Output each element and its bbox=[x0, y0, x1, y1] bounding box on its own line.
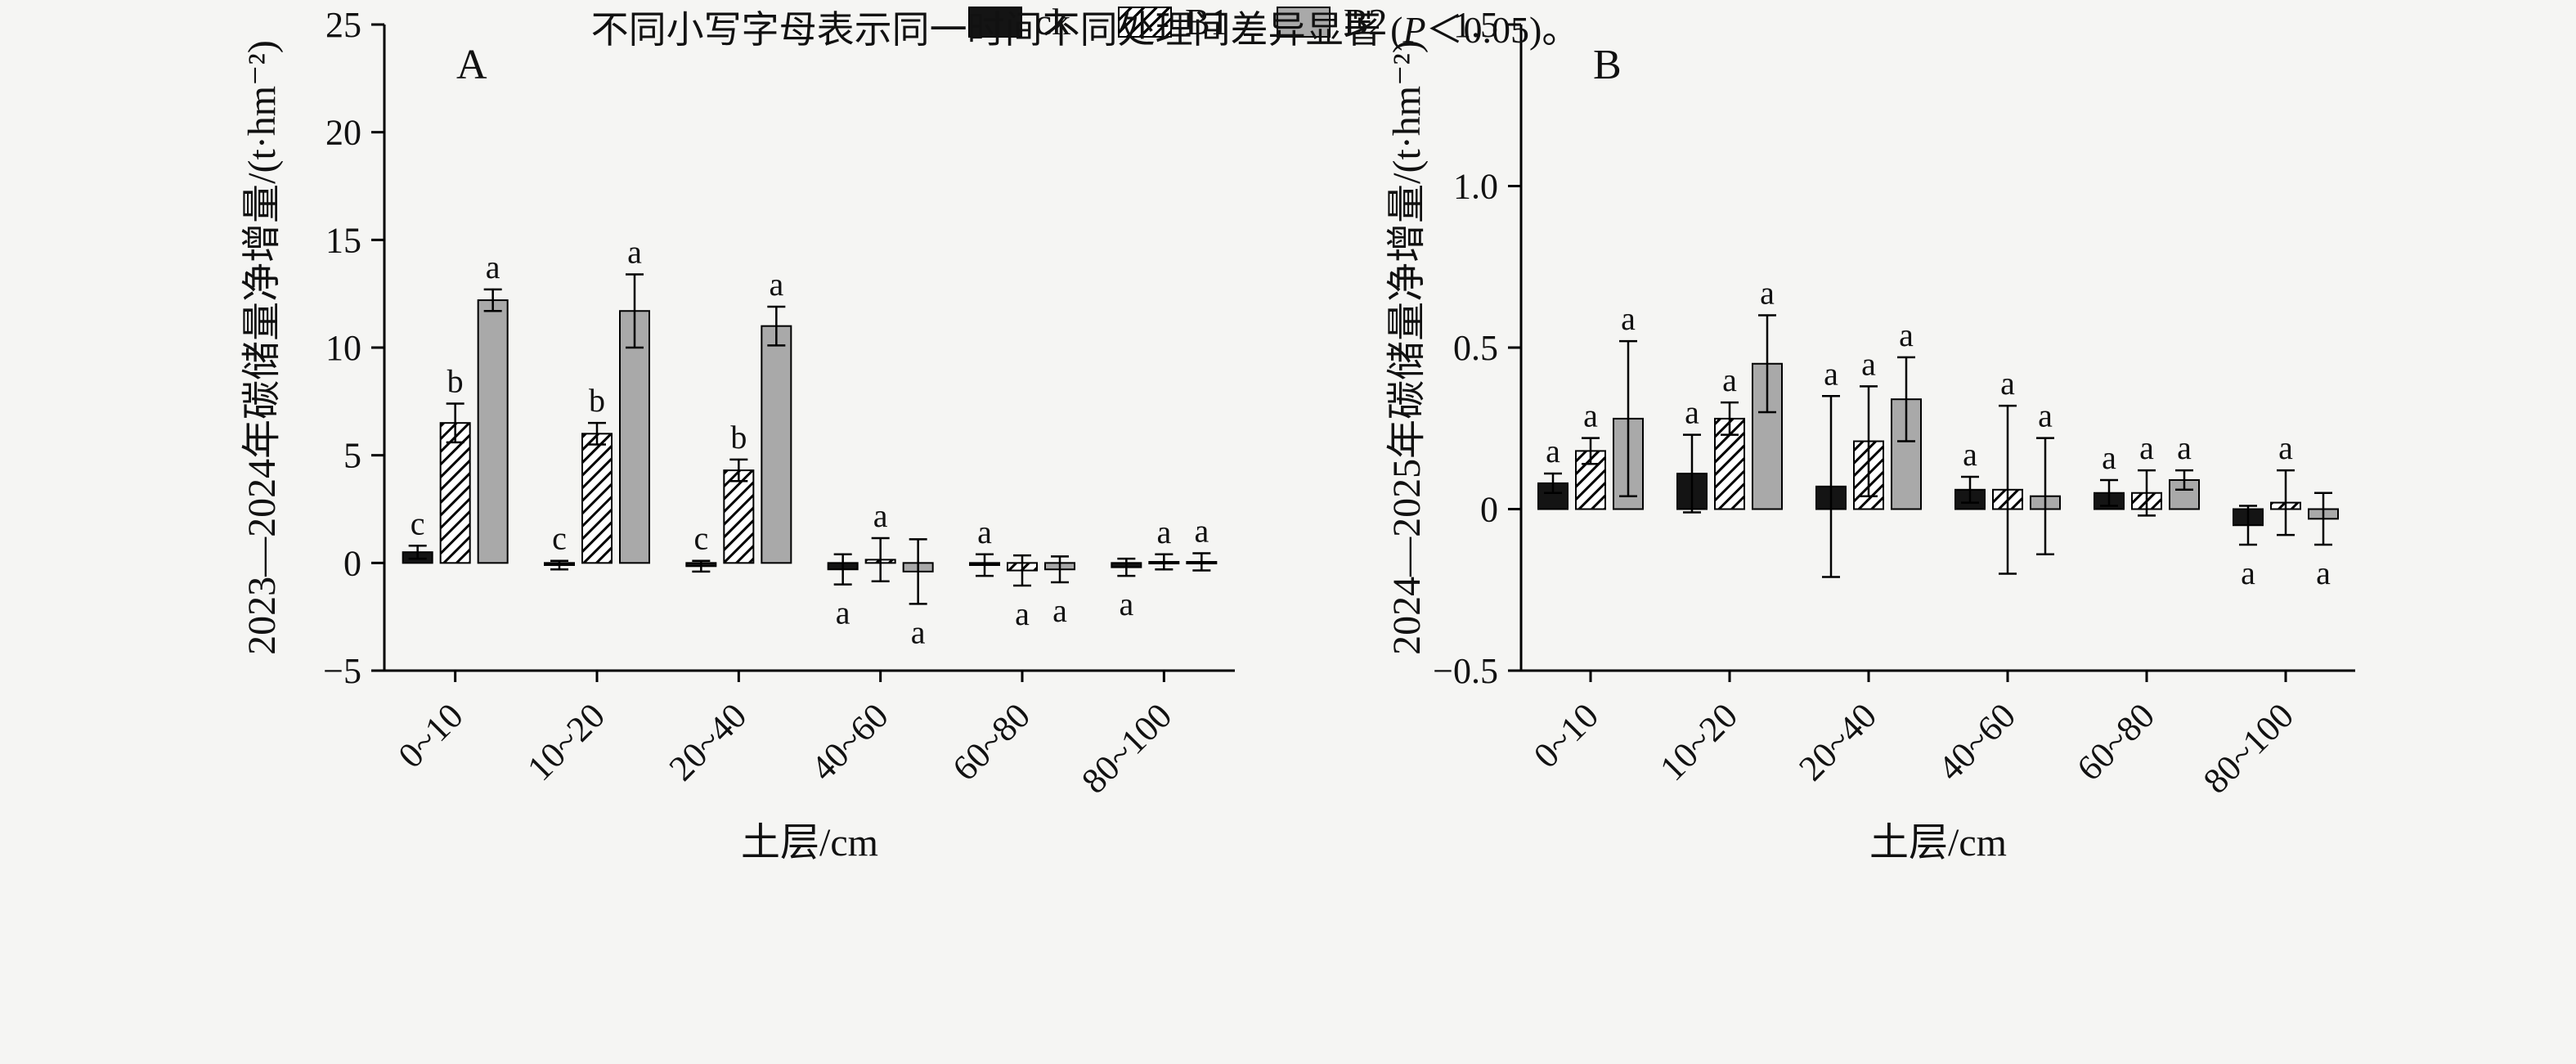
legend-label-b2: B2 bbox=[1343, 1, 1388, 43]
bar-B2 bbox=[477, 299, 509, 564]
y-tick-label: 25 bbox=[325, 5, 361, 45]
legend-swatch-ck bbox=[967, 6, 1022, 38]
y-tick-label: 0 bbox=[1480, 490, 1498, 530]
panel-B: −0.5 0 0.5 1.0 1.5 0~10 10~20 20~40 40~60 60~80 80… bbox=[1385, 5, 2355, 864]
y-tick-label: 5 bbox=[343, 436, 361, 476]
sig-letter: a bbox=[2278, 429, 2293, 466]
caption-prefix: 不同小写字母表示同一时间不同处理间差异显著 ( bbox=[590, 9, 1403, 51]
x-tick-label: 60~80 bbox=[945, 695, 1038, 788]
legend-label-b1: B1 bbox=[1185, 1, 1229, 43]
sig-letter: a bbox=[1583, 397, 1598, 434]
sig-letter: a bbox=[1861, 345, 1876, 382]
sig-letter: a bbox=[836, 595, 850, 631]
sig-letter: a bbox=[1546, 433, 1560, 469]
sig-letter: a bbox=[911, 613, 926, 650]
sig-letter: a bbox=[1156, 514, 1171, 550]
bar-B1 bbox=[723, 469, 755, 564]
y-tick-label: 10 bbox=[325, 328, 361, 368]
sig-letter: a bbox=[1824, 355, 1838, 392]
sig-letter: a bbox=[1963, 436, 1977, 473]
sig-letter: a bbox=[1621, 300, 1636, 337]
x-tick-label: 20~40 bbox=[662, 695, 755, 788]
x-tick-label: 80~100 bbox=[1074, 695, 1179, 801]
x-axis-title: 土层/cm bbox=[741, 821, 878, 864]
panel-letter: B bbox=[1593, 42, 1622, 88]
x-tick-label: 80~100 bbox=[2196, 695, 2301, 801]
y-tick-label: 20 bbox=[325, 113, 361, 153]
sig-letter: a bbox=[1685, 394, 1699, 431]
x-axis-title: 土层/cm bbox=[1869, 821, 2007, 864]
legend-item-b1: B1 bbox=[1118, 0, 1229, 43]
y-tick-label: 1.5 bbox=[1453, 5, 1498, 45]
caption-suffix: ＜0.05)。 bbox=[1425, 9, 1580, 51]
sig-letter: a bbox=[1052, 592, 1067, 629]
panel-letter: A bbox=[456, 42, 487, 88]
legend-swatch-b1 bbox=[1118, 6, 1173, 38]
sig-letter: a bbox=[2241, 554, 2255, 591]
sig-letter: a bbox=[1194, 512, 1209, 549]
sig-letter: a bbox=[2038, 397, 2053, 434]
x-tick-label: 20~40 bbox=[1791, 695, 1884, 788]
sig-letter: a bbox=[1119, 586, 1133, 622]
y-tick-label: −0.5 bbox=[1433, 651, 1498, 691]
sig-letter: a bbox=[1722, 361, 1737, 398]
y-tick-label: 0.5 bbox=[1453, 328, 1498, 368]
caption-p-italic: P bbox=[1402, 9, 1426, 51]
x-tick-label: 40~60 bbox=[803, 695, 896, 788]
y-tick-label: 1.0 bbox=[1453, 167, 1498, 207]
bar-B2 bbox=[619, 310, 650, 564]
y-axis-title: 2023—2024年碳储量净增量/(t·hm⁻²) bbox=[240, 40, 284, 655]
bar-B1 bbox=[439, 422, 471, 564]
sig-letter: a bbox=[2139, 429, 2154, 466]
legend-swatch-b2 bbox=[1276, 6, 1331, 38]
sig-letter: b bbox=[589, 382, 605, 419]
x-tick-label: 0~10 bbox=[1526, 695, 1606, 775]
sig-letter: b bbox=[730, 419, 747, 456]
sig-letter: a bbox=[873, 497, 888, 534]
x-tick-label: 10~20 bbox=[519, 695, 613, 788]
sig-letter: a bbox=[2177, 429, 2192, 466]
legend: ck B1 B2 bbox=[0, 0, 2466, 43]
sig-letter: a bbox=[2102, 439, 2116, 476]
y-axis-title: 2024—2025年碳储量净增量/(t·hm⁻²) bbox=[1385, 40, 1429, 655]
legend-item-b2: B2 bbox=[1276, 0, 1388, 43]
sig-letter: a bbox=[1899, 317, 1914, 353]
sig-letter: c bbox=[552, 520, 567, 557]
y-tick-label: 15 bbox=[325, 220, 361, 260]
sig-letter: a bbox=[769, 266, 783, 303]
sig-letter: a bbox=[627, 233, 642, 270]
legend-item-ck: ck bbox=[967, 0, 1071, 43]
sig-letter: a bbox=[1015, 595, 1030, 632]
y-tick-label: −5 bbox=[323, 651, 361, 691]
sig-letter: a bbox=[486, 249, 500, 285]
panel-A: −5 0 5 10 15 20 25 0~10 10~20 20~40 40~60 60~80 80~1… bbox=[240, 5, 1235, 864]
bar-B2 bbox=[761, 325, 792, 564]
bar-B1 bbox=[581, 433, 613, 564]
x-tick-label: 10~20 bbox=[1652, 695, 1745, 788]
bar-charts: −5 0 5 10 15 20 25 0~10 10~20 20~40 40~60 60~80 80~1… bbox=[240, 5, 2355, 864]
sig-letter: c bbox=[411, 505, 425, 541]
sig-letter: c bbox=[693, 520, 708, 557]
x-tick-label: 40~60 bbox=[1930, 695, 2023, 788]
sig-letter: a bbox=[2000, 365, 2015, 402]
sig-letter: b bbox=[447, 362, 464, 399]
caption: 不同小写字母表示同一时间不同处理间差异显著 (P＜0.05)。 bbox=[0, 0, 2373, 54]
sig-letter: a bbox=[1760, 275, 1775, 312]
y-tick-label: 0 bbox=[343, 543, 361, 583]
legend-label-ck: ck bbox=[1034, 1, 1071, 43]
sig-letter: a bbox=[2316, 554, 2331, 591]
x-tick-label: 60~80 bbox=[2069, 695, 2162, 788]
sig-letter: a bbox=[977, 514, 992, 550]
x-tick-label: 0~10 bbox=[391, 695, 471, 775]
